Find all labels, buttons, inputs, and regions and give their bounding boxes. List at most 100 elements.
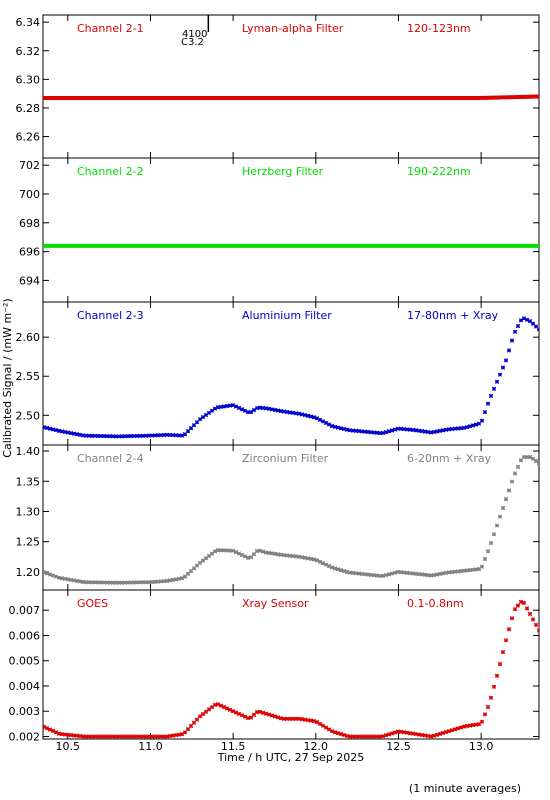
data-point	[89, 734, 95, 739]
data-point	[380, 733, 386, 739]
data-point	[425, 733, 431, 739]
data-point	[491, 684, 497, 689]
data-point	[428, 430, 434, 435]
data-point	[392, 730, 398, 735]
data-point	[155, 433, 161, 438]
data-point	[347, 734, 353, 739]
data-point	[476, 722, 482, 727]
data-point	[149, 734, 155, 739]
data-point	[50, 728, 56, 734]
data-point	[323, 562, 329, 567]
data-point	[422, 733, 428, 738]
data-point	[59, 576, 65, 581]
data-point	[131, 433, 137, 439]
data-point	[461, 425, 467, 431]
data-point	[233, 404, 239, 409]
data-point	[161, 579, 167, 584]
data-point	[293, 716, 299, 721]
y-tick-label: 2.60	[16, 331, 41, 344]
y-tick-label: 6.34	[16, 16, 41, 29]
data-point	[371, 734, 377, 739]
series-points	[43, 599, 539, 739]
data-point	[449, 569, 455, 575]
data-point	[338, 568, 344, 573]
data-point	[89, 433, 95, 438]
data-point	[179, 433, 185, 438]
data-point	[443, 427, 449, 432]
data-point	[362, 734, 368, 739]
data-point	[104, 734, 110, 739]
data-point	[263, 550, 269, 555]
data-point	[359, 734, 365, 739]
data-point	[476, 566, 482, 572]
data-point	[455, 726, 461, 731]
x-tick-label: 12.5	[386, 740, 411, 753]
data-point	[179, 732, 185, 737]
data-point	[92, 734, 98, 739]
data-point	[521, 316, 527, 321]
data-point	[251, 407, 257, 413]
panel-band-label: 120-123nm	[407, 22, 471, 35]
data-point	[215, 548, 221, 553]
x-tick-label: 13.0	[469, 740, 494, 753]
data-point	[236, 551, 242, 556]
data-point	[389, 428, 395, 433]
data-point	[245, 715, 251, 721]
data-point	[473, 567, 479, 572]
data-point	[518, 458, 524, 463]
data-point	[92, 580, 98, 585]
data-point	[140, 433, 146, 438]
data-point	[266, 406, 272, 411]
data-point	[386, 572, 392, 577]
panel-2: 694 696 698 700 702 Channel 2-2 Herzberg Filte…	[19, 157, 540, 303]
data-point	[518, 318, 524, 323]
data-point	[56, 731, 62, 736]
data-point	[482, 410, 488, 415]
data-point	[43, 425, 47, 430]
y-tick-label: 0.006	[9, 629, 41, 642]
data-point	[518, 599, 524, 605]
data-point	[401, 426, 407, 432]
data-point	[167, 432, 173, 438]
data-point	[503, 358, 509, 363]
data-point	[425, 572, 431, 578]
data-point	[425, 429, 431, 435]
data-point	[488, 393, 494, 399]
data-point	[323, 420, 329, 426]
data-point	[530, 456, 536, 461]
data-point	[473, 422, 479, 427]
data-point	[314, 416, 320, 421]
data-point	[467, 723, 473, 728]
data-point	[44, 425, 50, 431]
data-point	[416, 571, 422, 577]
data-point	[497, 514, 503, 519]
data-point	[422, 429, 428, 434]
data-point	[461, 568, 467, 573]
data-point	[224, 706, 230, 711]
data-point	[71, 733, 77, 738]
data-point	[332, 730, 338, 735]
data-point	[302, 717, 308, 722]
data-point	[287, 410, 293, 415]
data-point	[434, 429, 440, 434]
data-point	[503, 497, 509, 502]
data-point	[506, 488, 512, 493]
data-point	[230, 403, 236, 408]
data-point	[359, 429, 365, 434]
data-point	[302, 412, 308, 418]
data-point	[176, 732, 182, 737]
series-points	[43, 94, 539, 100]
data-point	[197, 560, 203, 566]
data-point	[83, 734, 89, 739]
data-point	[101, 433, 107, 439]
data-point	[176, 433, 182, 438]
data-point	[431, 429, 437, 435]
data-point	[167, 578, 173, 583]
data-point	[413, 731, 419, 737]
data-point	[458, 568, 464, 574]
data-point	[482, 712, 488, 717]
x-tick-label: 11.0	[138, 740, 163, 753]
data-point	[230, 548, 236, 553]
data-point	[203, 556, 209, 561]
